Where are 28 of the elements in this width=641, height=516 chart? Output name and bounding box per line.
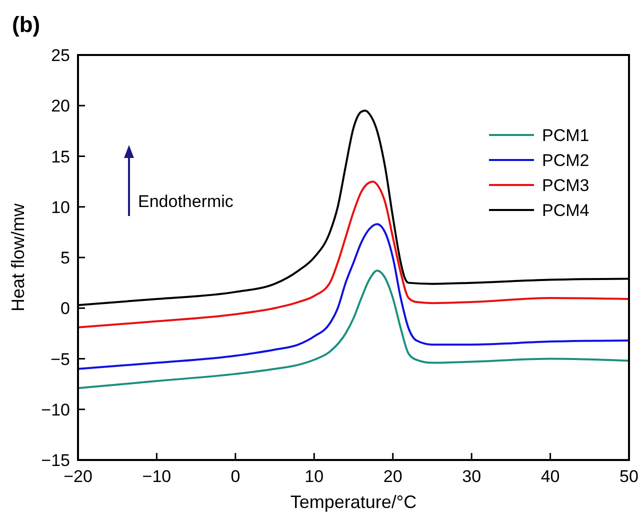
legend-label: PCM3	[542, 176, 590, 195]
x-tick-label: 10	[304, 467, 324, 486]
y-tick-label: 20	[51, 96, 70, 116]
legend-label: PCM4	[542, 201, 590, 220]
x-tick-label: −20	[64, 467, 92, 486]
y-tick-label: −15	[41, 451, 70, 470]
x-axis-title: Temperature/°C	[290, 492, 417, 512]
line-series	[77, 270, 630, 390]
legend-label: PCM1	[542, 126, 590, 145]
y-tick-label: 25	[51, 46, 70, 65]
y-axis-title: Heat flow/mw	[8, 202, 28, 312]
y-tick-label: 10	[51, 198, 70, 217]
line-series	[77, 223, 630, 370]
y-tick-label: 0	[60, 299, 70, 318]
x-tick-label: 30	[462, 467, 482, 486]
x-tick-label: 0	[230, 467, 240, 486]
y-tick-label: −5	[50, 350, 70, 369]
line-series	[77, 180, 630, 328]
y-tick-label: 5	[60, 248, 70, 268]
chart-title: (b)	[12, 12, 40, 37]
y-tick-label: −10	[41, 400, 70, 420]
x-tick-label: 20	[383, 467, 402, 486]
y-tick-label: 15	[51, 147, 70, 166]
legend-label: PCM2	[542, 151, 590, 170]
annotation: Endothermic	[138, 192, 234, 211]
x-tick-label: 50	[620, 467, 638, 486]
x-tick-label: −10	[142, 467, 172, 486]
x-tick-label: 40	[540, 467, 560, 486]
